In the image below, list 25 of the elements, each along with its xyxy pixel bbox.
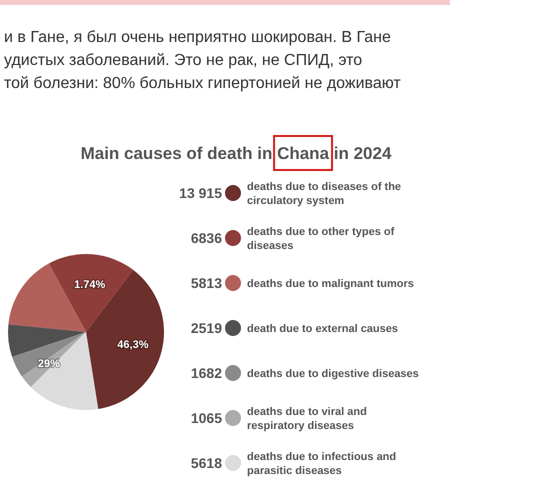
chart-title: Main causes of death in Chana in 2024: [80, 144, 392, 163]
data-label: 13 915: [179, 185, 222, 201]
data-label: 5618: [190, 455, 222, 471]
legend-label: death due to external causes: [247, 323, 398, 335]
text: удистых заболеваний. Это не рак, не СПИД, это: [4, 52, 362, 69]
data-label: 6836: [190, 230, 222, 246]
data-label: 1682: [190, 365, 222, 381]
pie-slice: [8, 324, 86, 357]
legend-label: deaths due to digestive diseases: [247, 368, 419, 380]
data-label: 1065: [190, 410, 222, 426]
text: той болезни: 80% больных гипертонией не доживают: [4, 75, 402, 92]
data-label: 2519: [190, 320, 222, 336]
legend-label: deaths due to other types of diseases: [247, 226, 395, 252]
text: 46,3%: [117, 338, 148, 351]
pie-slice: [12, 332, 86, 376]
legend-label: deaths due to malignant tumors: [247, 278, 414, 290]
text: 29%: [38, 358, 60, 370]
text: и в Гане, я был очень неприятно шокирован. В Гане: [4, 29, 392, 46]
data-label: 5813: [190, 275, 222, 291]
pie-slice: [30, 332, 98, 410]
legend-label: deaths due to infectious and parasitic diseases: [247, 451, 396, 477]
text: 1.74%: [74, 278, 106, 291]
legend-label: deaths due to viral and respiratory diseases: [247, 406, 367, 432]
legend-label: deaths due to diseases of the circulatory system: [247, 181, 402, 207]
pie-slice: [48, 254, 134, 332]
